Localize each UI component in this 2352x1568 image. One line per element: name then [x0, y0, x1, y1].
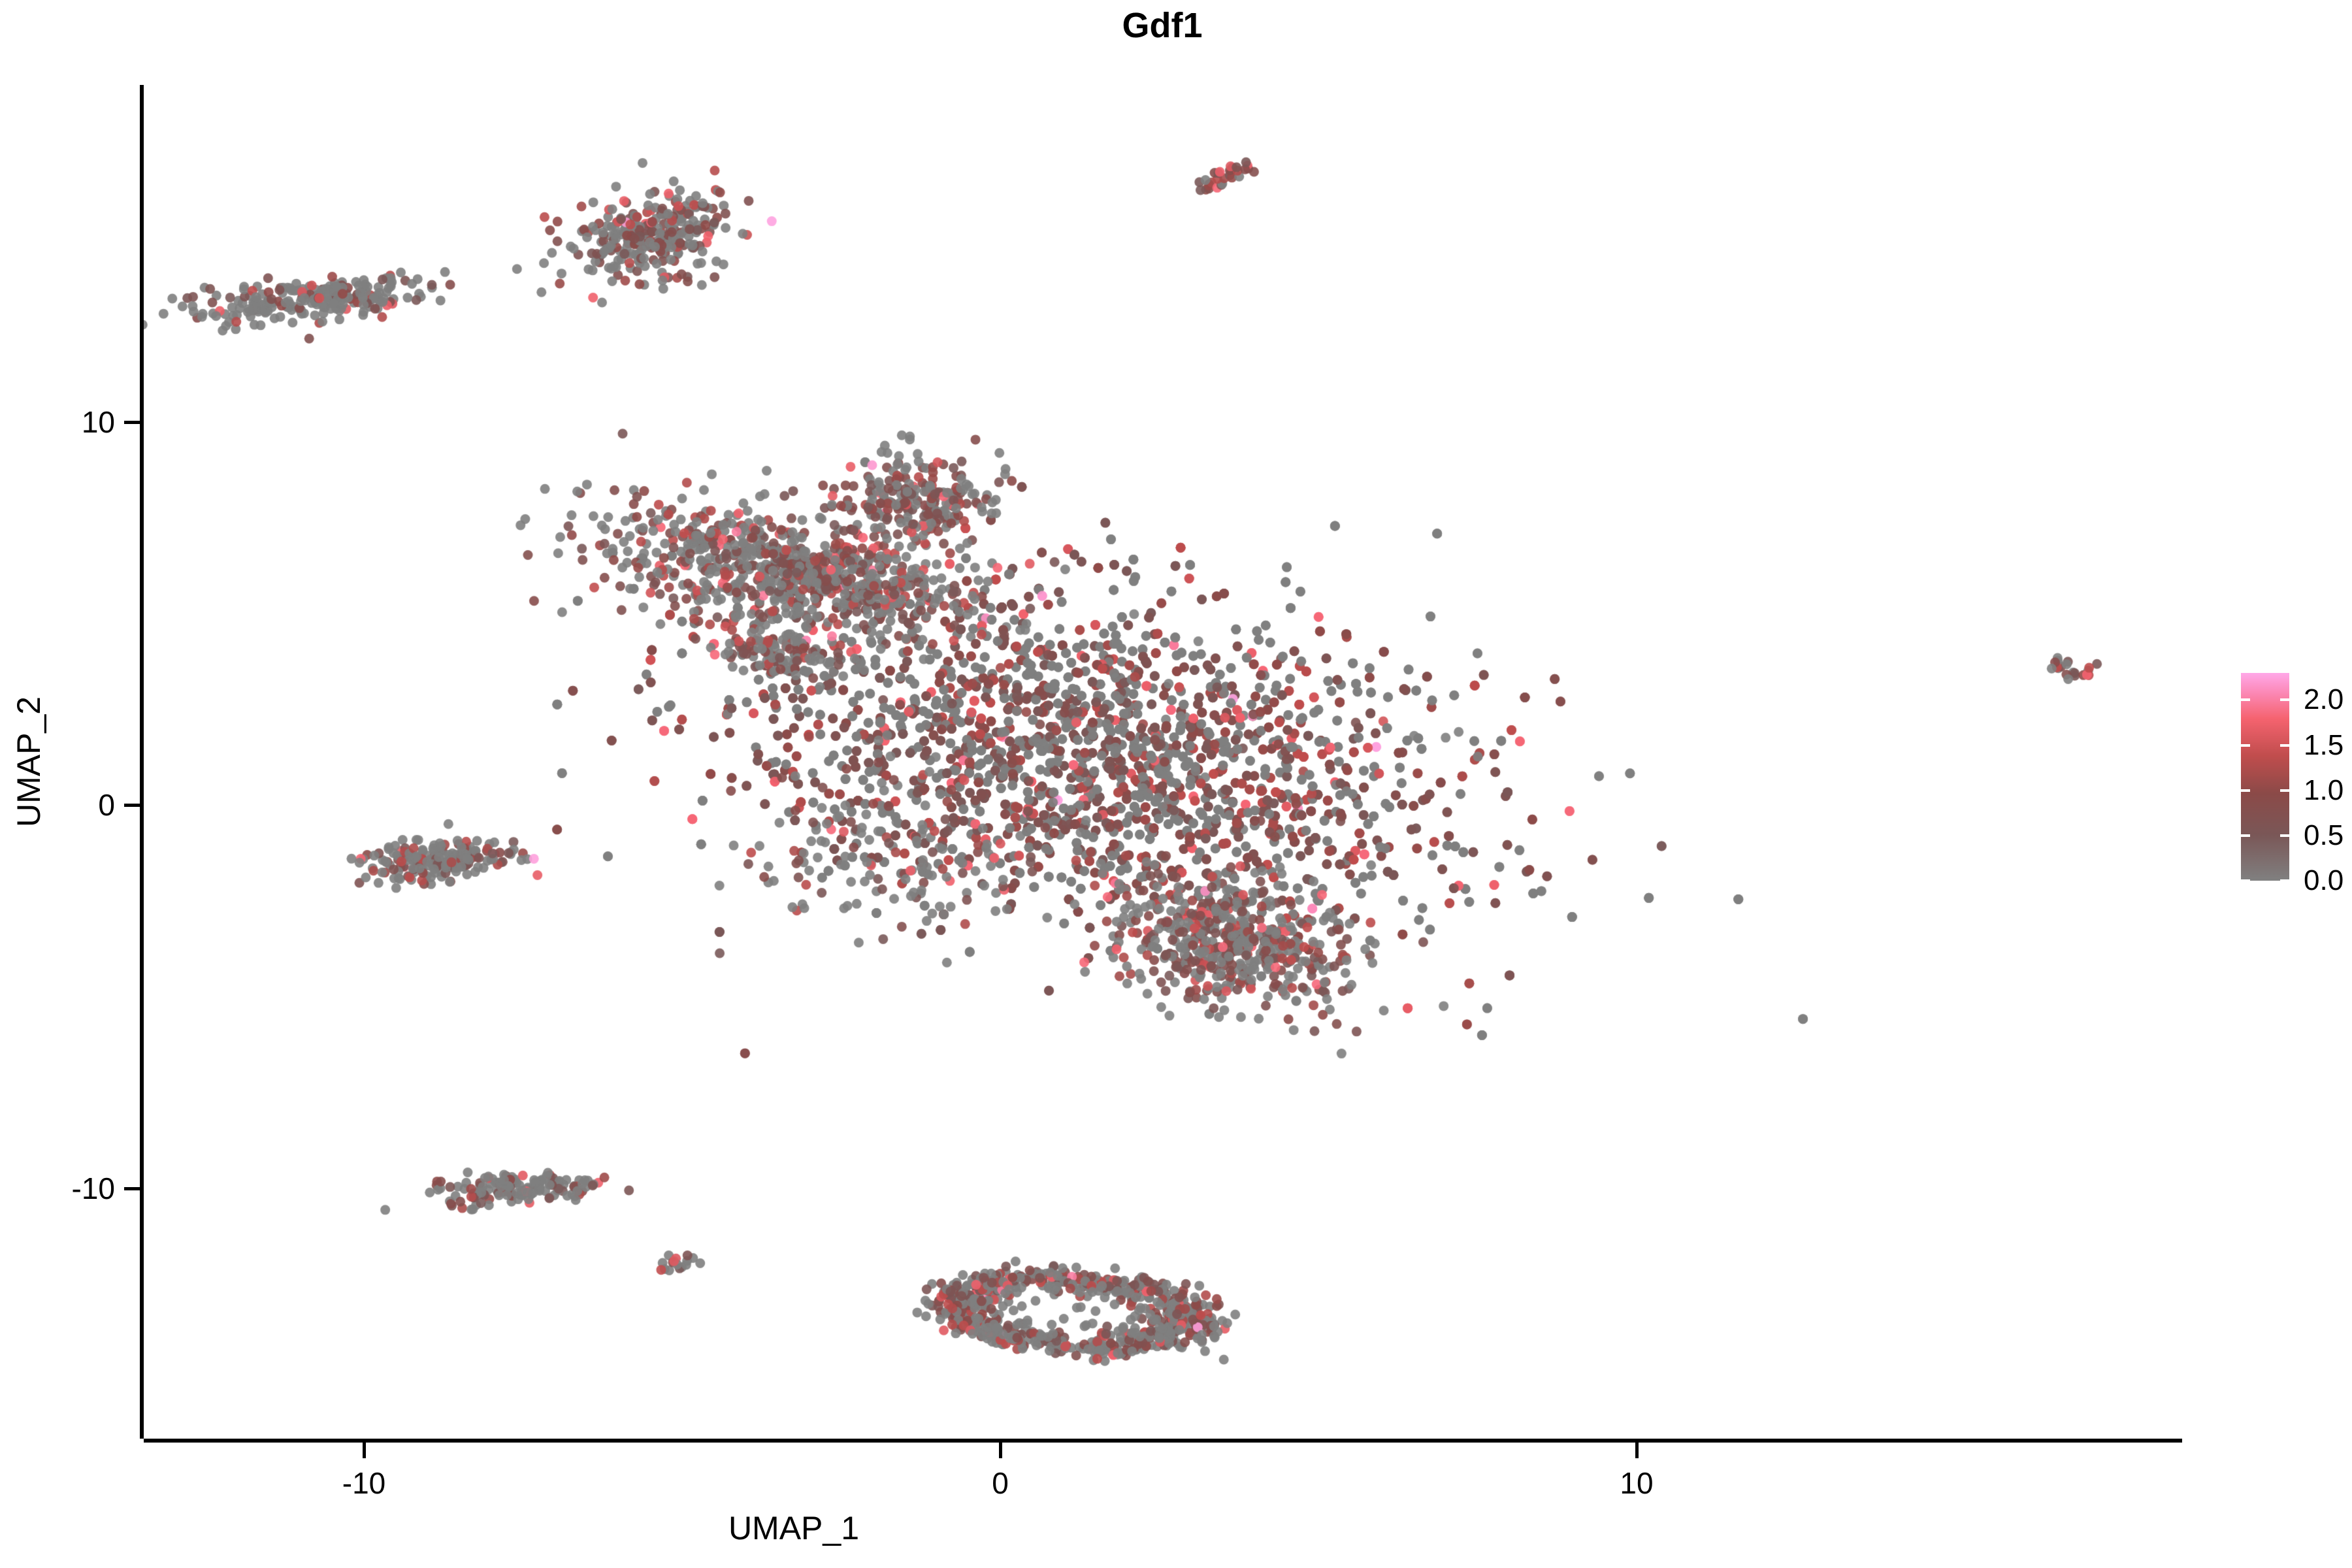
y-axis-line — [140, 85, 144, 1439]
colorbar-tick — [2280, 789, 2289, 792]
y-tick-label: 10 — [81, 404, 115, 439]
x-tick-label: 0 — [992, 1466, 1009, 1500]
y-axis-title: UMAP_2 — [10, 696, 47, 828]
colorbar-label: 2.0 — [2304, 683, 2344, 716]
colorbar-label: 1.0 — [2304, 774, 2344, 806]
colorbar-label: 0.5 — [2304, 819, 2344, 851]
colorbar-tick — [2280, 743, 2289, 747]
colorbar-gradient — [2241, 673, 2289, 881]
page-title: Gdf1 — [1122, 6, 1203, 45]
x-tick — [363, 1443, 366, 1458]
colorbar-tick — [2280, 834, 2289, 837]
x-tick-label: 10 — [1620, 1466, 1654, 1500]
colorbar-tick — [2280, 879, 2289, 882]
colorbar-tick — [2241, 834, 2250, 837]
y-tick-label: 0 — [98, 788, 115, 822]
y-tick — [124, 1186, 140, 1190]
y-tick — [124, 804, 140, 807]
colorbar-tick — [2241, 743, 2250, 747]
colorbar-tick — [2241, 789, 2250, 792]
x-axis-title: UMAP_1 — [728, 1510, 860, 1546]
colorbar-tick — [2241, 879, 2250, 882]
colorbar-tick — [2241, 698, 2250, 702]
x-tick — [1635, 1443, 1639, 1458]
colorbar-label: 1.5 — [2304, 728, 2344, 761]
y-tick — [124, 420, 140, 424]
y-tick-label: -10 — [71, 1171, 115, 1205]
x-tick — [999, 1443, 1002, 1458]
color-legend — [2241, 673, 2289, 882]
plot-panel — [144, 85, 2182, 1439]
colorbar-label: 0.0 — [2304, 864, 2344, 896]
x-tick-label: -10 — [342, 1466, 386, 1500]
colorbar-tick — [2280, 698, 2289, 702]
x-axis-line — [144, 1439, 2182, 1443]
scatter-points-canvas — [144, 85, 2182, 1439]
